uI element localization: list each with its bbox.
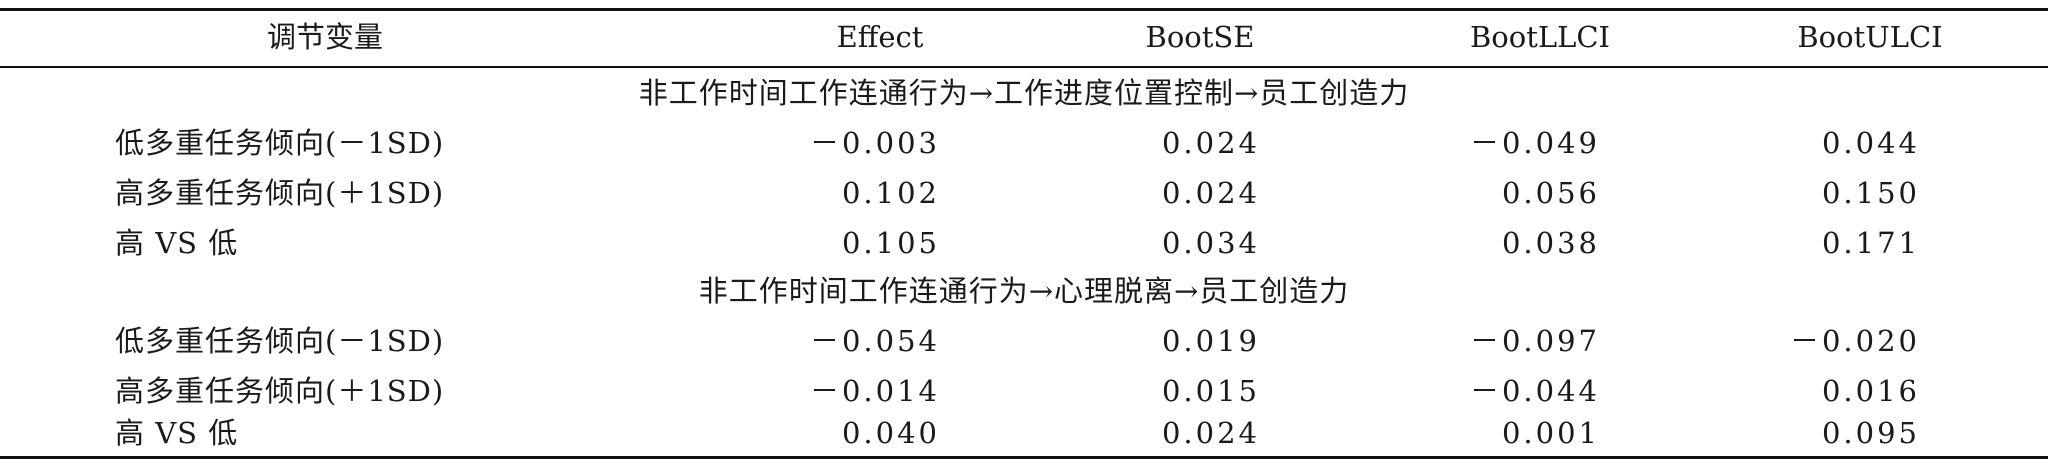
table-header-row: 调节变量 Effect BootSE BootLLCI BootULCI bbox=[0, 12, 2048, 62]
bootulci-value: 0.150 bbox=[1821, 176, 1920, 210]
effect-value: 0.040 bbox=[841, 416, 940, 450]
effect-value: －0.014 bbox=[809, 374, 940, 408]
header-moderator: 调节变量 bbox=[266, 20, 383, 54]
bootllci-value: 0.038 bbox=[1501, 226, 1600, 260]
row-label: 高多重任务倾向(＋1SD) bbox=[115, 374, 445, 408]
table-row: 高 VS 低 0.105 0.034 0.038 0.171 bbox=[0, 218, 2048, 268]
row-label: 低多重任务倾向(－1SD) bbox=[115, 324, 445, 358]
row-label: 高多重任务倾向(＋1SD) bbox=[115, 176, 445, 210]
effect-value: －0.054 bbox=[809, 324, 940, 358]
header-bootse: BootSE bbox=[1145, 20, 1255, 54]
header-bootllci: BootLLCI bbox=[1469, 20, 1611, 54]
table-row: 低多重任务倾向(－1SD) －0.054 0.019 －0.097 －0.020 bbox=[0, 316, 2048, 366]
effect-value: 0.102 bbox=[841, 176, 940, 210]
bootse-value: 0.024 bbox=[1161, 126, 1260, 160]
table-row: 高多重任务倾向(＋1SD) 0.102 0.024 0.056 0.150 bbox=[0, 168, 2048, 218]
row-label: 高 VS 低 bbox=[115, 226, 239, 260]
bottom-rule bbox=[0, 456, 2048, 459]
table-row: 低多重任务倾向(－1SD) －0.003 0.024 －0.049 0.044 bbox=[0, 118, 2048, 168]
bootse-value: 0.024 bbox=[1161, 416, 1260, 450]
bootllci-value: －0.097 bbox=[1469, 324, 1600, 358]
effect-value: －0.003 bbox=[809, 126, 940, 160]
bootllci-value: 0.056 bbox=[1501, 176, 1600, 210]
bootulci-value: 0.016 bbox=[1821, 374, 1920, 408]
bootse-value: 0.024 bbox=[1161, 176, 1260, 210]
bootulci-value: －0.020 bbox=[1789, 324, 1920, 358]
bootllci-value: －0.044 bbox=[1469, 374, 1600, 408]
header-bootulci: BootULCI bbox=[1797, 20, 1943, 54]
bootllci-value: 0.001 bbox=[1501, 416, 1600, 450]
effect-value: 0.105 bbox=[841, 226, 940, 260]
top-rule bbox=[0, 8, 2048, 11]
table-row: 高 VS 低 0.040 0.024 0.001 0.095 bbox=[0, 408, 2048, 458]
bootllci-value: －0.049 bbox=[1469, 126, 1600, 160]
header-effect: Effect bbox=[836, 20, 924, 54]
bootse-value: 0.019 bbox=[1161, 324, 1260, 358]
header-rule bbox=[0, 66, 2048, 68]
bootulci-value: 0.044 bbox=[1821, 126, 1920, 160]
bootse-value: 0.015 bbox=[1161, 374, 1260, 408]
bootulci-value: 0.171 bbox=[1821, 226, 1920, 260]
section-title: 非工作时间工作连通行为→工作进度位置控制→员工创造力 bbox=[638, 76, 1410, 110]
section-title: 非工作时间工作连通行为→心理脱离→员工创造力 bbox=[698, 274, 1350, 308]
row-label: 低多重任务倾向(－1SD) bbox=[115, 126, 445, 160]
table-row: 高多重任务倾向(＋1SD) －0.014 0.015 －0.044 0.016 bbox=[0, 366, 2048, 416]
row-label: 高 VS 低 bbox=[115, 416, 239, 450]
bootulci-value: 0.095 bbox=[1821, 416, 1920, 450]
bootse-value: 0.034 bbox=[1161, 226, 1260, 260]
